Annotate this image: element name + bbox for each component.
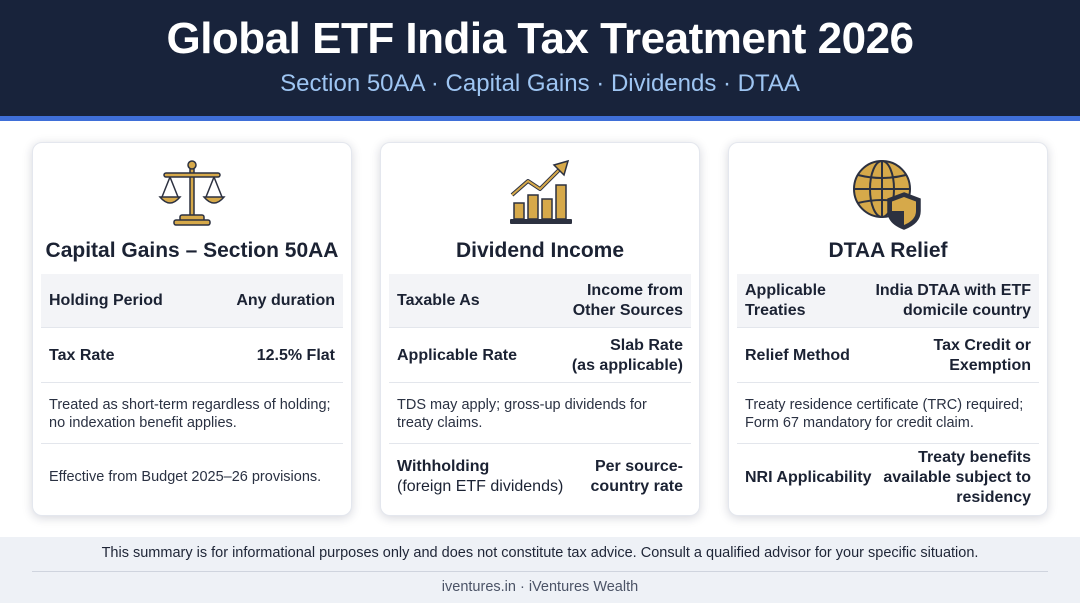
row-value-line: available subject to [883, 469, 1031, 486]
card-dividend-income: Dividend Income Taxable As Income from O… [380, 142, 700, 516]
row-label: Holding Period [49, 291, 163, 309]
row-label-line: Treaties [745, 301, 806, 319]
row-value: 12.5% Flat [256, 346, 335, 364]
footer-credit: iventures.in · iVentures Wealth [441, 579, 639, 595]
note-row: TDS may apply; gross-up dividends for tr… [389, 384, 691, 444]
row-value-line: Exemption [949, 356, 1031, 374]
info-row-relief-method: Relief Method Tax Credit or Exemption [737, 329, 1039, 383]
info-row-applicable-rate: Applicable Rate Slab Rate (as applicable… [389, 329, 691, 383]
header-accent-bar [0, 116, 1080, 121]
card-capital-gains: Capital Gains – Section 50AA Holding Per… [32, 142, 352, 516]
row-value: India DTAA with ETF domicile country [875, 281, 1031, 321]
footer-band [0, 537, 1080, 603]
row-value: Any duration [236, 291, 335, 309]
chart-growth-icon [381, 155, 699, 231]
row-value: Per source- country rate [591, 457, 683, 497]
row-value-line: India DTAA with ETF [875, 281, 1031, 299]
row-value: Tax Credit or Exemption [934, 336, 1032, 376]
row-label: Applicable Rate [397, 346, 518, 364]
note-text: Treated as short-term regardless of hold… [49, 396, 331, 431]
row-value-line: domicile country [902, 301, 1031, 319]
card-dtaa-relief: DTAA Relief Applicable Treaties India DT… [728, 142, 1048, 516]
row-value-line: residency [956, 489, 1031, 506]
note-row: Treated as short-term regardless of hold… [41, 384, 343, 444]
scales-icon [33, 155, 351, 231]
note-row: Treaty residence certificate (TRC) requi… [737, 384, 1039, 444]
row-value: Treaty benefits available subject to res… [883, 448, 1031, 508]
row-value: Slab Rate (as applicable) [572, 336, 683, 376]
card-title: Dividend Income [455, 239, 625, 262]
row-value-line: Slab Rate [610, 336, 683, 354]
globe-shield-icon [729, 155, 1047, 231]
page-subtitle: Section 50AA · Capital Gains · Dividends… [280, 70, 800, 97]
info-row-applicable-treaties: Applicable Treaties India DTAA with ETF … [737, 274, 1039, 328]
info-row-tax-rate: Tax Rate 12.5% Flat [41, 329, 343, 383]
row-value-line: Per source- [594, 458, 683, 475]
row-label: NRI Applicability [745, 469, 872, 486]
row-label: Relief Method [745, 346, 850, 364]
card-title: Capital Gains – Section 50AA [45, 239, 339, 262]
row-value-line: (as applicable) [571, 356, 683, 374]
info-row-taxable-as: Taxable As Income from Other Sources [389, 274, 691, 328]
note-row-effective: Effective from Budget 2025–26 provisions… [41, 445, 343, 509]
row-label-line: Withholding [397, 458, 490, 475]
row-label-line: Applicable [745, 281, 826, 299]
row-label: Applicable Treaties [745, 281, 826, 321]
row-value-line: Other Sources [572, 301, 683, 319]
row-label-line: (foreign ETF dividends) [397, 478, 564, 495]
note-text: Treaty residence certificate (TRC) requi… [745, 396, 1024, 431]
row-label: Taxable As [397, 291, 480, 309]
row-value-line: Tax Credit or [933, 336, 1032, 354]
row-label: Withholding (foreign ETF dividends) [397, 457, 563, 497]
card-title: DTAA Relief [828, 239, 948, 262]
row-value-line: country rate [590, 478, 683, 495]
info-row-withholding: Withholding (foreign ETF dividends) Per … [389, 445, 691, 509]
footer-divider [32, 571, 1048, 572]
row-value: Income from Other Sources [573, 281, 683, 321]
header-banner: Global ETF India Tax Treatment 2026 Sect… [0, 0, 1080, 116]
row-value-line: Treaty benefits [918, 449, 1031, 466]
page-title: Global ETF India Tax Treatment 2026 [166, 14, 914, 63]
info-row-nri-applicability: NRI Applicability Treaty benefits availa… [737, 445, 1039, 511]
disclaimer-text: This summary is for informational purpos… [101, 545, 979, 561]
note-text: Effective from Budget 2025–26 provisions… [49, 469, 322, 485]
row-value-line: Income from [586, 281, 683, 299]
note-text: TDS may apply; gross-up dividends for tr… [397, 396, 647, 431]
row-label: Tax Rate [49, 346, 115, 364]
info-row-holding-period: Holding Period Any duration [41, 274, 343, 328]
